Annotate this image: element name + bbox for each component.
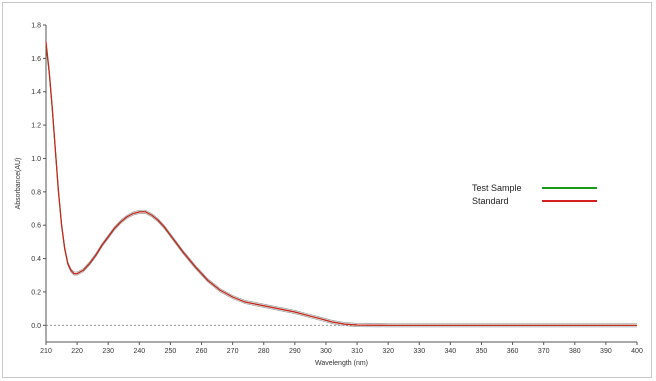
x-tick-label: 210 [40, 348, 52, 355]
x-tick-label: 310 [351, 348, 363, 355]
x-tick-label: 280 [258, 348, 270, 355]
y-axis-ticks: 0.0 0.2 0.4 0.6 0.8 1.0 1.2 1.4 1.6 1.8 [31, 23, 46, 330]
legend-label-test-sample: Test Sample [472, 183, 522, 193]
legend: Test Sample Standard [472, 183, 597, 206]
x-tick-label: 220 [71, 348, 83, 355]
y-tick-label: 1.2 [31, 123, 41, 130]
x-tick-label: 290 [289, 348, 301, 355]
x-axis-ticks: 210 220 230 240 250 260 270 280 290 300 310 320 330 3… [40, 342, 643, 355]
series-outline [45, 43, 637, 328]
legend-label-standard: Standard [472, 196, 509, 206]
y-tick-label: 0.6 [31, 223, 41, 230]
x-tick-label: 400 [631, 348, 643, 355]
x-tick-label: 340 [445, 348, 457, 355]
series-line-test-sample [45, 44, 637, 326]
y-tick-label: 1.0 [31, 156, 41, 163]
x-tick-label: 260 [196, 348, 208, 355]
x-tick-label: 270 [227, 348, 239, 355]
y-tick-label: 0.8 [31, 189, 41, 196]
x-tick-label: 250 [165, 348, 177, 355]
x-tick-label: 320 [382, 348, 394, 355]
chart-frame [2, 2, 652, 378]
x-tick-label: 360 [507, 348, 519, 355]
x-tick-label: 370 [538, 348, 550, 355]
y-tick-label: 0.2 [31, 289, 41, 296]
series-outline [45, 43, 637, 325]
y-tick-label: 0.4 [31, 256, 41, 263]
x-axis-title: Wavelength (nm) [315, 360, 368, 367]
y-tick-label: 1.4 [31, 89, 41, 96]
series-lines [45, 41, 637, 328]
y-tick-label: 0.0 [31, 323, 41, 330]
x-tick-label: 230 [102, 348, 114, 355]
y-tick-label: 1.8 [31, 23, 41, 30]
y-axis-title: Absorbance(AU) [15, 158, 22, 210]
series-line-standard [45, 41, 637, 326]
y-tick-label: 1.6 [31, 56, 41, 63]
x-tick-label: 300 [320, 348, 332, 355]
x-tick-label: 350 [476, 348, 488, 355]
x-tick-label: 390 [600, 348, 612, 355]
x-tick-label: 330 [413, 348, 425, 355]
x-tick-label: 380 [569, 348, 581, 355]
x-tick-label: 240 [133, 348, 145, 355]
